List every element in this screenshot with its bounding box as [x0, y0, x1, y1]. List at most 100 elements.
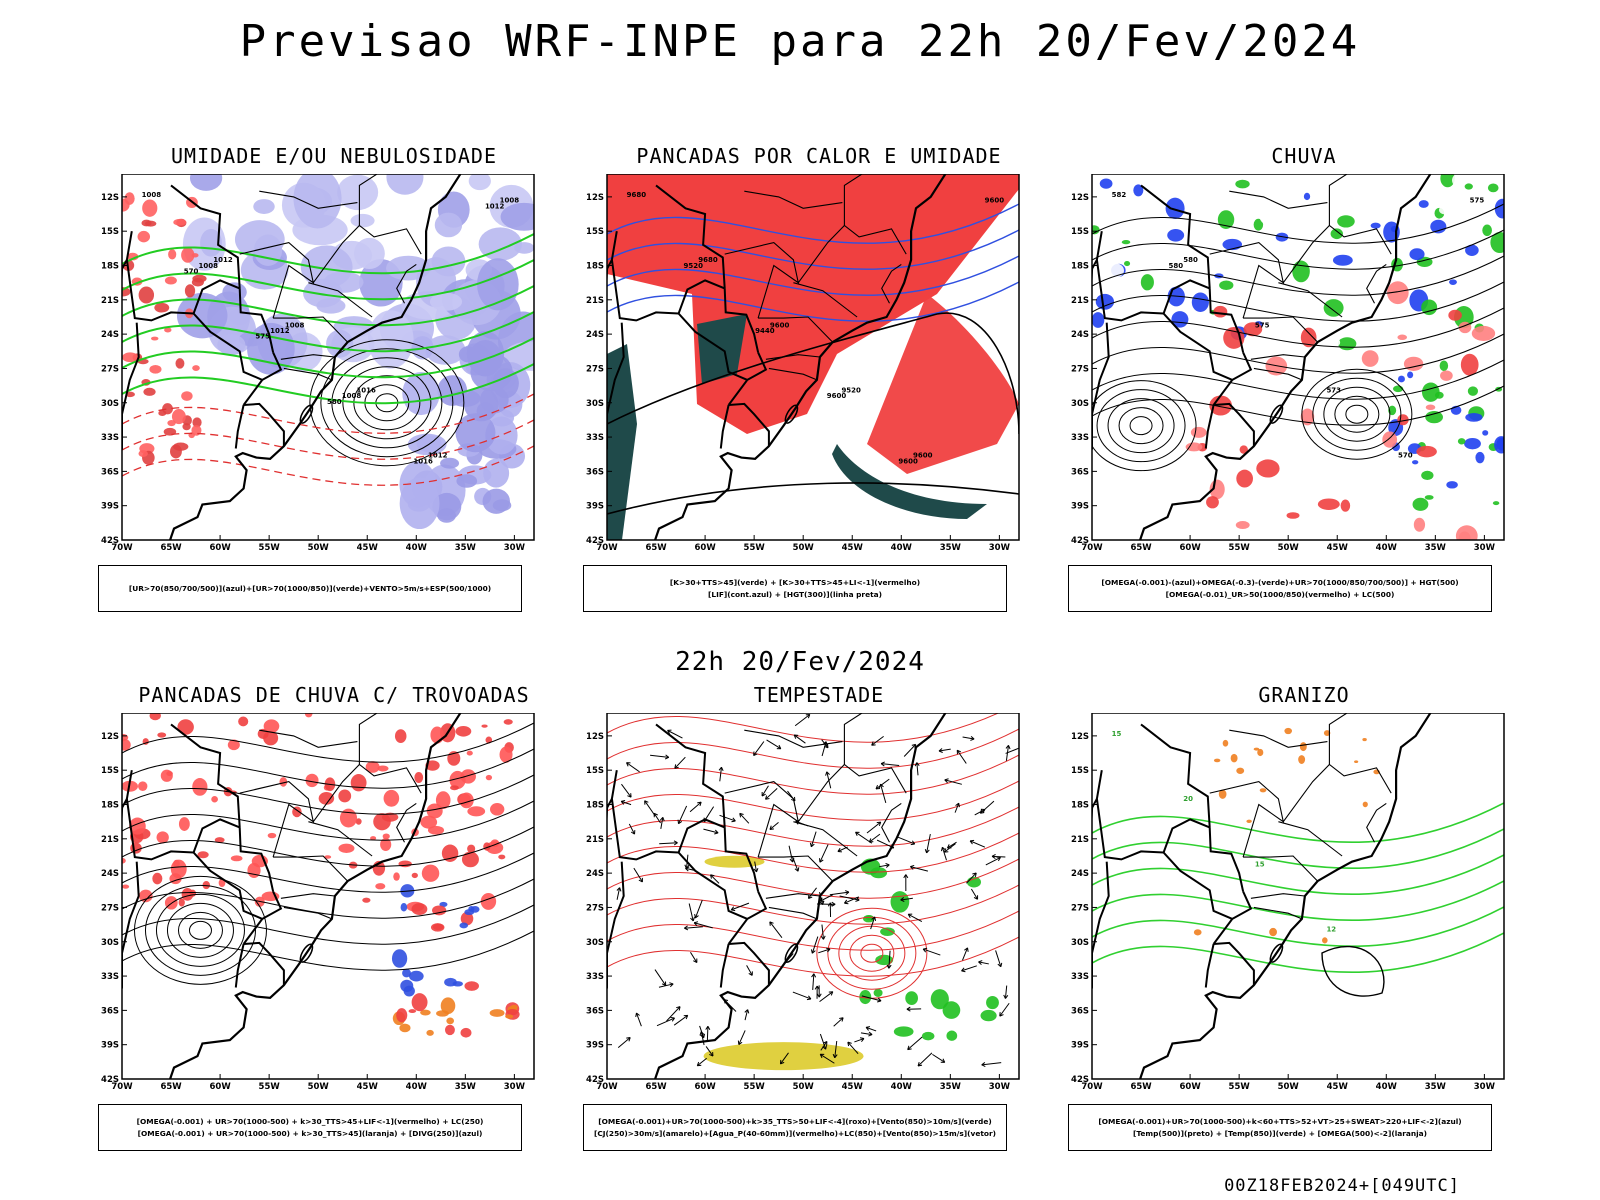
lat-tick-label: 27S — [586, 903, 604, 913]
wind-vector — [819, 844, 829, 863]
lat-tick-label: 24S — [101, 869, 119, 879]
divg-blue — [444, 977, 457, 987]
moisture-red — [141, 219, 152, 227]
thunder-orange — [426, 1029, 434, 1036]
wind-vector — [819, 1033, 827, 1050]
country-border — [1140, 184, 1211, 289]
state-border — [1328, 713, 1348, 765]
hgt500-contour — [1092, 281, 1504, 322]
divg-blue — [439, 901, 448, 907]
wind-vector — [1020, 745, 1024, 749]
state-border — [1250, 354, 1305, 360]
country-border — [655, 184, 726, 289]
omega-blue — [1490, 231, 1504, 254]
thunder-red — [485, 736, 493, 744]
wind-vector — [703, 828, 719, 834]
omega-blue — [1439, 205, 1452, 215]
lon-tick-label: 35W — [455, 543, 477, 553]
omega-blue — [1235, 179, 1250, 189]
lon-tick-label: 45W — [1327, 543, 1349, 553]
omega-blue — [1364, 186, 1372, 193]
state-border — [239, 780, 315, 858]
humidity-green-contour — [122, 285, 534, 327]
thunder-red — [499, 746, 513, 763]
lat-tick-label: 15S — [101, 766, 119, 776]
omega-blue — [1172, 183, 1181, 192]
lon-tick-label: 65W — [160, 1082, 182, 1092]
omega-red — [1243, 322, 1263, 337]
wind-green — [966, 876, 982, 888]
wind-vector — [661, 981, 667, 986]
state-border — [1243, 855, 1318, 882]
thunder-orange — [460, 1027, 472, 1038]
legend-line: [K>30+TTS>45](verde) + [K>30+TTS>45+LI<-… — [669, 577, 921, 587]
omega-blue — [1332, 206, 1340, 213]
lat-tick-label: 18S — [586, 801, 604, 811]
wind-vector — [956, 749, 967, 764]
lon-tick-label: 50W — [308, 543, 330, 553]
wind-vector — [616, 887, 622, 892]
contour-label: 1012 — [213, 256, 233, 264]
country-border — [122, 322, 140, 452]
contour-label: 15 — [1112, 730, 1122, 738]
wind-vector — [667, 729, 672, 735]
wind-vector — [917, 1061, 923, 1067]
wind-vector — [845, 890, 850, 895]
thunder-red — [197, 851, 209, 859]
thunder-red — [411, 872, 418, 879]
humidity-blue — [440, 457, 460, 469]
map-layer: 15 20 15 12 — [1092, 713, 1504, 1079]
wind-vector — [697, 801, 702, 807]
wind-vector — [791, 855, 799, 872]
wind-vector — [673, 1014, 689, 1026]
divg-blue — [400, 903, 408, 912]
omega-blue — [1487, 183, 1499, 193]
hgt500-contour — [1096, 389, 1186, 463]
wind-vector — [955, 802, 960, 808]
omega-orange — [1213, 758, 1221, 763]
state-border — [765, 893, 820, 899]
country-border — [1095, 231, 1164, 322]
contour-label: 15 — [1255, 860, 1265, 868]
wind-green — [890, 891, 910, 913]
country-border — [677, 279, 748, 381]
wind-vector — [659, 842, 678, 845]
legend-box: [OMEGA(-0.001)-(azul)+OMEGA(-0.3)-(verde… — [1068, 565, 1492, 612]
lat-tick-label: 12S — [586, 193, 604, 203]
omega-orange — [1299, 742, 1307, 752]
legend-box: [OMEGA(-0.001) + UR>70(1000-500) + k>30_… — [98, 1104, 522, 1151]
panel-trovoadas: PANCADAS DE CHUVA C/ TROVOADAS 12S 15S 18S… — [94, 683, 574, 1193]
omega-blue — [1482, 224, 1492, 237]
wind-vector — [922, 947, 928, 953]
streamline-250 — [122, 800, 534, 841]
omega-orange — [1362, 738, 1367, 742]
omega-blue — [1171, 311, 1189, 328]
omega-blue — [1449, 279, 1457, 286]
humidity-blue — [253, 199, 275, 214]
pressure-contour — [342, 366, 432, 440]
moisture-red — [164, 276, 177, 285]
omega-orange — [1230, 753, 1238, 763]
wind-vector — [776, 744, 782, 750]
thunder-red — [498, 854, 506, 860]
thunder-red — [450, 785, 459, 791]
thunder-red — [138, 781, 148, 792]
wind-vector — [941, 847, 947, 861]
wind-vector — [985, 856, 1001, 866]
omega-red — [1190, 426, 1207, 438]
legend-box: [OMEGA(-0.001)+UR>70(1000-500)+k<60+TTS>… — [1068, 1104, 1492, 1151]
lc850-contour — [860, 943, 884, 963]
wind-vector — [670, 1017, 675, 1022]
wind-vector — [719, 814, 736, 822]
lagoon — [784, 404, 799, 424]
lat-tick-label: 21S — [101, 296, 119, 306]
omega-orange — [1246, 819, 1252, 823]
state-border — [758, 316, 833, 343]
lon-tick-label: 65W — [645, 543, 667, 553]
omega-blue — [1424, 495, 1434, 500]
state-border — [259, 729, 358, 748]
wind-green — [880, 927, 895, 936]
wind-vector — [812, 973, 815, 990]
wind-vector — [690, 951, 698, 963]
omega-blue — [1457, 438, 1466, 445]
